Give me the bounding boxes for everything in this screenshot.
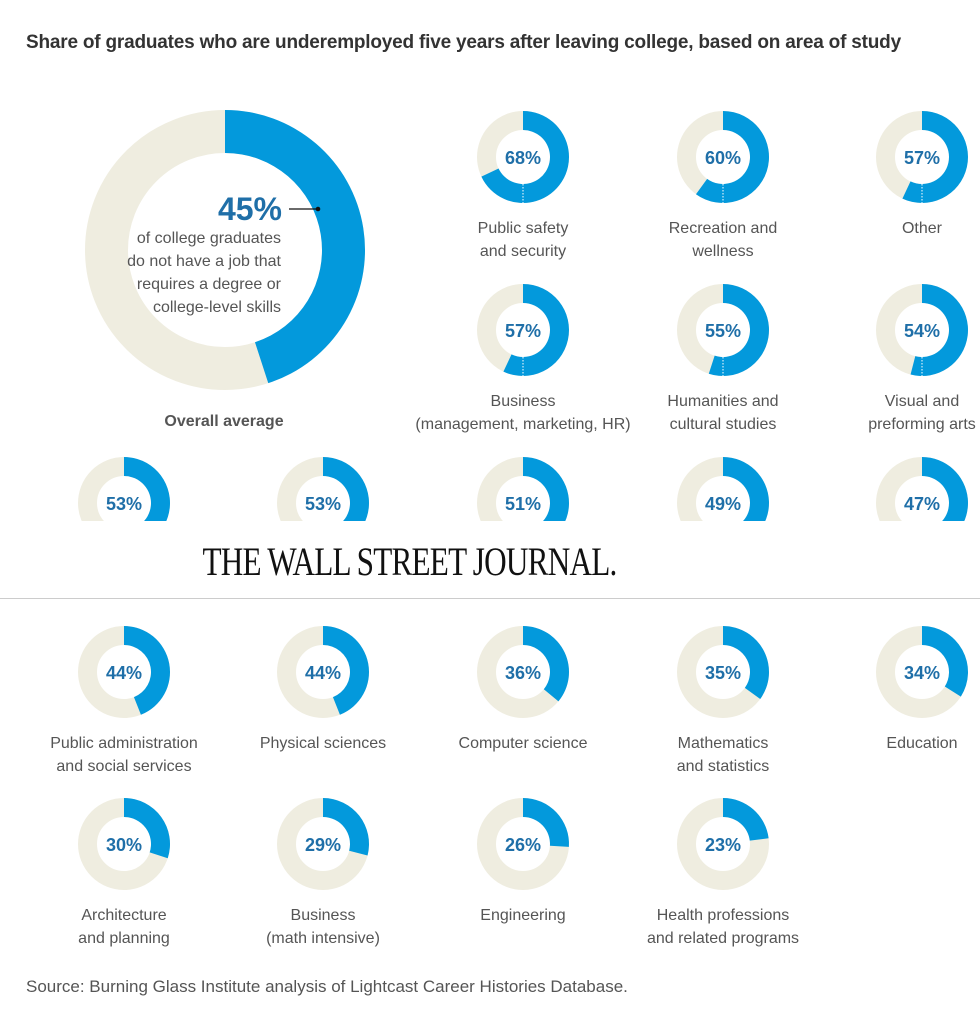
category-donut: 57% Business (management, marketing, HR) [415, 284, 631, 433]
category-label: Public safety [478, 220, 569, 237]
source-note: Source: Burning Glass Institute analysis… [26, 977, 628, 996]
category-label: Physical sciences [260, 735, 386, 752]
donut-share [902, 111, 968, 204]
category-value: 53% [106, 494, 142, 514]
category-donut: 36% Computer science [459, 626, 588, 752]
donut-share [225, 110, 365, 384]
category-label: Humanities and [667, 393, 778, 410]
category-label: Public administration [50, 735, 198, 752]
category-value: 51% [505, 494, 541, 514]
wsj-logo: THE WALL STREET JOURNAL. [202, 539, 617, 584]
category-donut: 57% Other [876, 111, 968, 237]
category-donut: 23% Health professions and related program… [647, 798, 799, 947]
donut-share [723, 626, 770, 700]
category-donut: 44% Public administration and social servi… [50, 626, 198, 775]
category-label: Business [291, 907, 356, 924]
donut-share [323, 798, 370, 856]
category-value: 35% [705, 663, 741, 683]
category-donut: 60% Recreation and wellness [669, 111, 778, 260]
category-donut: 44% Physical sciences [260, 626, 386, 752]
category-label: Business [491, 393, 556, 410]
category-value: 54% [904, 321, 940, 341]
category-label: Architecture [81, 907, 166, 924]
overall-description-line: requires a degree or [137, 276, 282, 293]
wsj-banner: THE WALL STREET JOURNAL. [0, 521, 980, 599]
overall-description-line: college-level skills [153, 299, 281, 316]
category-value: 36% [505, 663, 541, 683]
category-value: 47% [904, 494, 940, 514]
category-label: (management, marketing, HR) [415, 416, 630, 433]
donut-share [523, 626, 569, 702]
category-donut: 54% Visual and preforming arts [868, 284, 976, 433]
category-value: 60% [705, 148, 741, 168]
overall-donut: 45% of college graduates do not have a job… [85, 110, 365, 430]
category-label: Other [902, 220, 943, 237]
category-label: and security [480, 243, 566, 260]
category-value: 55% [705, 321, 741, 341]
donut-share [481, 111, 569, 203]
annotation-dot [315, 206, 321, 212]
overall-description-line: do not have a job that [127, 253, 281, 270]
donut-share [523, 798, 569, 847]
category-value: 30% [106, 835, 142, 855]
category-value: 29% [305, 835, 341, 855]
category-value: 49% [705, 494, 741, 514]
category-label: Computer science [459, 735, 588, 752]
donut-share [695, 111, 769, 203]
donut-share [708, 284, 770, 376]
category-donut: 34% Education [876, 626, 969, 752]
category-label: Visual and [885, 393, 959, 410]
donut-share [124, 798, 170, 859]
category-value: 68% [505, 148, 541, 168]
category-label: and social services [56, 758, 191, 775]
category-label: preforming arts [868, 416, 976, 433]
overall-description-line: of college graduates [137, 230, 281, 247]
category-donut: 26% Engineering [477, 798, 569, 924]
donut-share [723, 798, 769, 841]
category-donut: 68% Public safety and security [477, 111, 569, 260]
overall-label: Overall average [164, 413, 283, 430]
category-donut: 30% Architecture and planning [78, 798, 170, 947]
donut-share [124, 626, 170, 715]
overall-value: 45% [218, 191, 282, 227]
category-label: Health professions [657, 907, 790, 924]
chart-title: Share of graduates who are underemployed… [26, 32, 901, 53]
category-label: Engineering [480, 907, 565, 924]
category-value: 44% [106, 663, 142, 683]
category-label: and related programs [647, 930, 799, 947]
category-value: 23% [705, 835, 741, 855]
donut-share [323, 626, 369, 715]
category-value: 34% [904, 663, 940, 683]
category-label: Education [886, 735, 957, 752]
category-label: and statistics [677, 758, 769, 775]
category-value: 44% [305, 663, 341, 683]
category-label: (math intensive) [266, 930, 380, 947]
category-value: 57% [904, 148, 940, 168]
donut-share [910, 284, 968, 376]
category-donut: 35% Mathematics and statistics [677, 626, 769, 775]
donut-share [503, 284, 569, 376]
donut-share [922, 626, 969, 697]
category-label: and planning [78, 930, 170, 947]
category-value: 53% [305, 494, 341, 514]
category-value: 57% [505, 321, 541, 341]
category-value: 26% [505, 835, 541, 855]
category-label: cultural studies [670, 416, 777, 433]
category-label: Recreation and [669, 220, 778, 237]
category-donut: 55% Humanities and cultural studies [667, 284, 779, 433]
category-label: wellness [691, 243, 753, 260]
category-label: Mathematics [678, 735, 769, 752]
category-donut: 29% Business (math intensive) [266, 798, 380, 947]
